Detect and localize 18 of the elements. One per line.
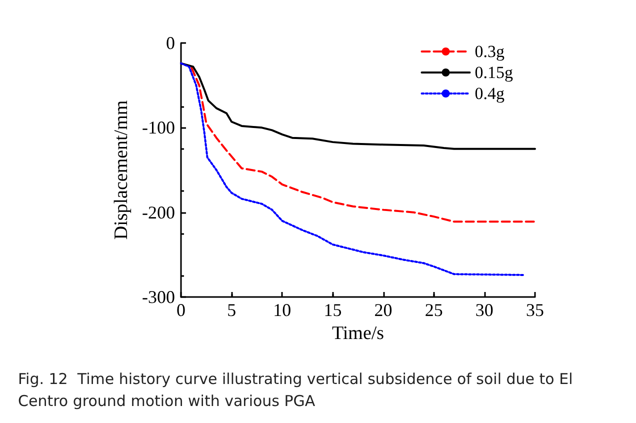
x-tick-label: 35 xyxy=(526,300,544,320)
y-tick-label: -300 xyxy=(142,287,175,307)
x-tick-label: 15 xyxy=(324,300,342,320)
line-series xyxy=(180,62,526,276)
x-tick-label: 20 xyxy=(374,300,392,320)
x-tick-label: 25 xyxy=(424,300,443,320)
legend-label: 0.3g xyxy=(474,42,505,61)
y-tick-label: 0 xyxy=(166,33,175,53)
caption: Fig. 12 Time history curve illustrating vertical subsidence of soil due to El Centro ground motion with various PGA xyxy=(18,370,578,410)
y-axis-title: Displacement/mm xyxy=(111,100,132,240)
y-tick-label: -100 xyxy=(142,118,175,138)
x-tick-label: 5 xyxy=(227,300,236,320)
x-tick-label: 30 xyxy=(475,300,494,320)
x-tick-label: 10 xyxy=(273,300,292,320)
y-tick-label: -200 xyxy=(142,202,175,222)
legend-label: 0.4g xyxy=(474,84,505,103)
legend-label: 0.15g xyxy=(474,63,514,82)
x-axis-title: Time/s xyxy=(332,322,384,344)
